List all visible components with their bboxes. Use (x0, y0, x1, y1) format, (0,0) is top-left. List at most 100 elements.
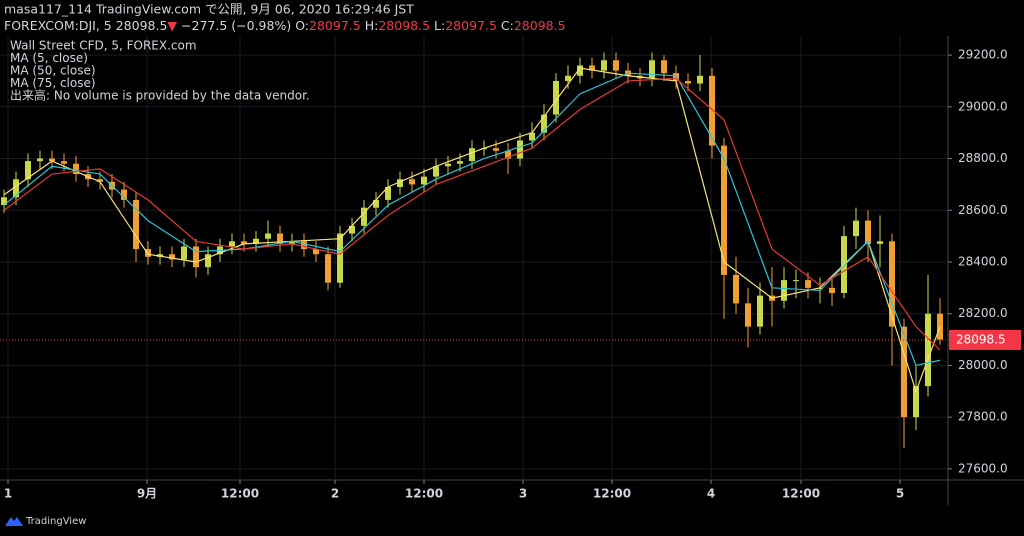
candle-body (577, 65, 583, 76)
candle-body (757, 295, 763, 327)
ma-line (3, 72, 941, 367)
candle-body (133, 199, 139, 250)
candle-body (337, 233, 343, 283)
candle-body (301, 241, 307, 250)
candle-body (673, 73, 679, 81)
candle-body (913, 386, 919, 418)
candle-body (541, 114, 547, 133)
candle-body (169, 254, 175, 260)
candle-body (601, 60, 607, 71)
legend-entry: MA (5, close) (10, 51, 88, 65)
candle-body (361, 207, 367, 226)
l-label: L: (434, 18, 445, 33)
candle-body (397, 179, 403, 187)
candle-body (649, 60, 655, 79)
x-tick-label: 12:00 (405, 487, 443, 501)
plot (0, 36, 948, 480)
candle-body (253, 238, 259, 244)
legend-entry: MA (50, close) (10, 64, 96, 78)
candle-body (517, 140, 523, 159)
y-tick-label: 27600.0 (958, 461, 1008, 475)
header-line2: FOREXCOM:DJI, 5 28098.5▼ −277.5 (−0.98%)… (4, 18, 566, 33)
candle-body (613, 60, 619, 71)
change: −277.5 (−0.98%) (181, 18, 291, 33)
y-tick-label: 27800.0 (958, 410, 1008, 424)
y-tick-label: 29200.0 (958, 48, 1008, 62)
y-tick-label: 28000.0 (958, 358, 1008, 372)
candle-body (457, 161, 463, 164)
x-tick-label: 3 (519, 487, 527, 501)
candle-body (277, 233, 283, 244)
candle-body (433, 166, 439, 177)
candle-body (25, 161, 31, 180)
legend-entry: 出来高: No volume is provided by the data v… (10, 88, 310, 103)
candle-body (553, 80, 559, 115)
h-label: H: (365, 18, 379, 33)
candle-body (877, 241, 883, 244)
candle-body (469, 148, 475, 162)
x-tick-label: 12:00 (782, 487, 820, 501)
candle-body (13, 179, 19, 198)
candle-body (229, 241, 235, 247)
candle-body (289, 241, 295, 244)
candle-body (349, 225, 355, 234)
symbol: FOREXCOM:DJI, 5 (4, 18, 112, 33)
x-tick-label: 2 (331, 487, 339, 501)
candle-body (853, 220, 859, 237)
candle-body (0, 197, 7, 206)
candle-body (205, 254, 211, 268)
candle-body (373, 199, 379, 208)
candle-body (61, 161, 67, 164)
candle-body (181, 246, 187, 260)
candle-body (49, 158, 55, 162)
candle-body (661, 60, 667, 74)
candle-body (193, 246, 199, 268)
candle-body (805, 280, 811, 288)
ma-line (3, 77, 941, 351)
candle-body (493, 148, 499, 151)
candle-body (313, 249, 319, 255)
candle-body (901, 326, 907, 418)
price: 28098.5 (116, 18, 168, 33)
candle-body (385, 186, 391, 200)
candle-body (241, 241, 247, 244)
candle-body (121, 189, 127, 200)
o-label: O: (295, 18, 309, 33)
candle-body (37, 158, 43, 162)
ma-line (3, 67, 941, 394)
candle-body (889, 241, 895, 327)
y-tick-label: 28200.0 (958, 306, 1008, 320)
candle-body (745, 303, 751, 327)
last-price-box (949, 329, 1021, 350)
candle-body (145, 249, 151, 257)
c-value: 28098.5 (514, 18, 566, 33)
candle-body (685, 80, 691, 84)
brand: TradingView (25, 516, 86, 527)
header-line1: masa117_114 TradingView.com で公開, 9月 06, … (4, 2, 414, 17)
candle-body (529, 132, 535, 141)
h-value: 28098.5 (378, 18, 430, 33)
candle-body (157, 254, 163, 257)
last-price-label: 28098.5 (956, 332, 1006, 346)
x-tick-label: 1 (4, 487, 12, 501)
y-tick-label: 28600.0 (958, 203, 1008, 217)
x-tick-label: 12:00 (221, 487, 259, 501)
o-value: 28097.5 (309, 18, 361, 33)
l-value: 28097.5 (445, 18, 497, 33)
candle-body (721, 145, 727, 275)
x-tick-label: 12:00 (593, 487, 631, 501)
candle-body (265, 233, 271, 239)
candle-body (565, 75, 571, 81)
candle-body (709, 75, 715, 146)
x-tick-label: 5 (896, 487, 904, 501)
y-tick-label: 28400.0 (958, 254, 1008, 268)
candle-body (697, 75, 703, 84)
legend-entry: MA (75, close) (10, 76, 96, 90)
candle-body (829, 287, 835, 294)
legend-entry: Wall Street CFD, 5, FOREX.com (10, 39, 197, 53)
candle-body (781, 280, 787, 301)
candle-body (73, 163, 79, 175)
x-tick-label: 9月 (137, 487, 157, 501)
